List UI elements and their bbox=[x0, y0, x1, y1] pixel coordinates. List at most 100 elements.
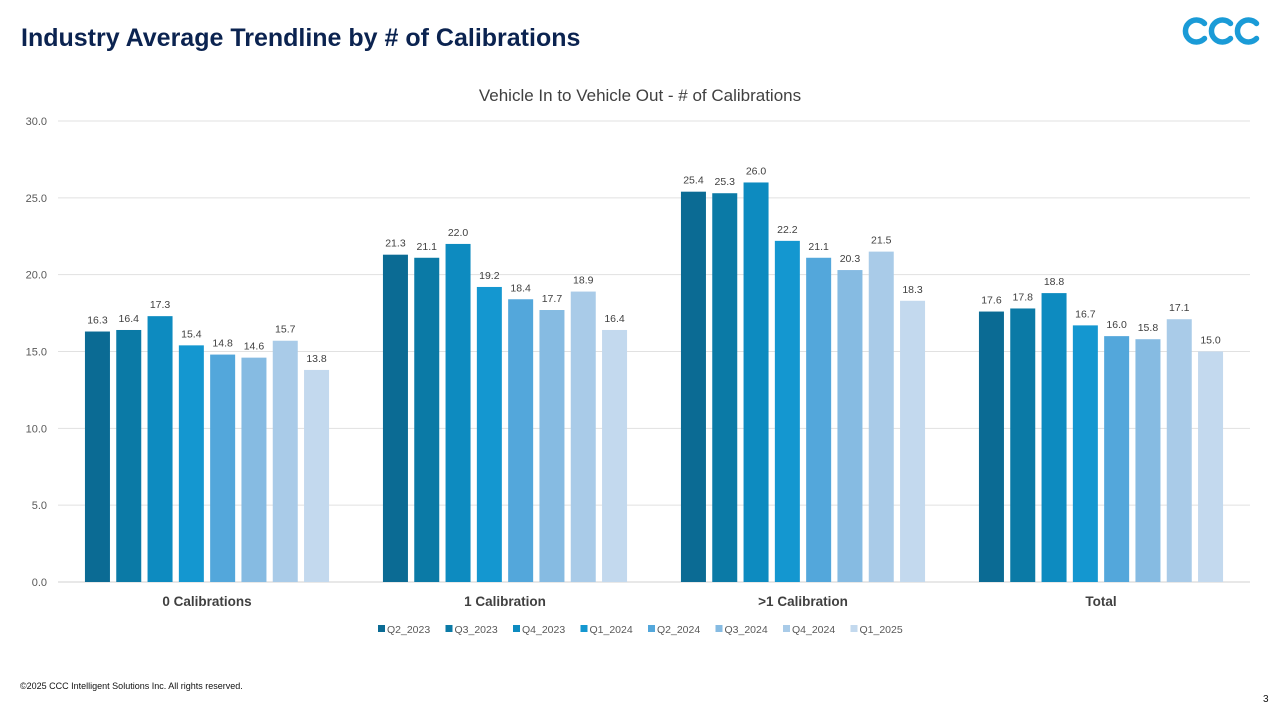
data-label: 17.7 bbox=[542, 293, 563, 305]
legend-swatch bbox=[378, 625, 385, 632]
data-label: 17.1 bbox=[1169, 302, 1190, 314]
bar bbox=[414, 257, 440, 582]
y-tick-label: 20.0 bbox=[26, 270, 47, 282]
bar bbox=[1041, 293, 1067, 582]
legend-label: Q3_2024 bbox=[725, 624, 768, 636]
x-tick-label: >1 Calibration bbox=[758, 594, 848, 609]
data-label: 18.4 bbox=[510, 282, 531, 294]
legend-item: Q3_2024 bbox=[715, 624, 768, 636]
legend-swatch bbox=[648, 625, 655, 632]
gridlines bbox=[58, 120, 1250, 583]
bar bbox=[680, 191, 706, 583]
legend-swatch bbox=[783, 625, 790, 632]
bar bbox=[539, 310, 565, 582]
legend-item: Q2_2024 bbox=[648, 624, 700, 636]
data-label: 26.0 bbox=[746, 165, 767, 177]
data-label: 18.3 bbox=[902, 284, 923, 296]
data-label: 21.5 bbox=[871, 235, 892, 247]
y-tick-label: 25.0 bbox=[26, 193, 47, 205]
bar bbox=[476, 286, 502, 582]
legend-item: Q3_2023 bbox=[445, 624, 498, 636]
data-label: 17.3 bbox=[150, 299, 171, 311]
data-label: 14.8 bbox=[212, 338, 233, 350]
legend-swatch bbox=[580, 625, 588, 632]
data-label: 22.2 bbox=[777, 224, 798, 236]
legend-label: Q4_2024 bbox=[792, 624, 835, 636]
bar bbox=[837, 270, 863, 582]
data-label: 16.3 bbox=[87, 315, 108, 327]
bar bbox=[602, 329, 628, 582]
y-tick-label: 5.0 bbox=[32, 500, 47, 512]
bar bbox=[868, 251, 894, 582]
data-label: 18.8 bbox=[1044, 276, 1065, 288]
legend-label: Q4_2023 bbox=[522, 624, 565, 636]
data-labels: 16.3 16.4 17.3 15.4 14.8 14.6 15.7 13.8 21.3 21.1… bbox=[87, 165, 1221, 364]
data-label: 15.8 bbox=[1138, 322, 1159, 334]
legend-label: Q2_2024 bbox=[657, 624, 700, 636]
legend-item: Q4_2023 bbox=[513, 624, 565, 636]
chart-title: Vehicle In to Vehicle Out - # of Calibra… bbox=[479, 86, 801, 105]
y-tick-label: 15.0 bbox=[26, 347, 47, 359]
legend-label: Q1_2024 bbox=[590, 624, 633, 636]
legend-label: Q3_2023 bbox=[455, 624, 498, 636]
legend-swatch bbox=[513, 625, 520, 632]
bar bbox=[241, 357, 267, 582]
y-axis-ticks: 0.0 5.0 10.0 15.0 20.0 25.0 30.0 bbox=[26, 116, 47, 589]
bar bbox=[304, 369, 330, 582]
bar bbox=[1135, 339, 1161, 582]
data-label: 22.0 bbox=[448, 227, 469, 239]
legend-swatch bbox=[445, 625, 453, 632]
data-label: 15.0 bbox=[1200, 335, 1221, 347]
data-label: 19.2 bbox=[479, 270, 500, 282]
bar bbox=[900, 300, 926, 582]
bar bbox=[743, 182, 769, 582]
data-label: 15.7 bbox=[275, 324, 296, 336]
legend-label: Q1_2025 bbox=[860, 624, 903, 636]
bar bbox=[116, 329, 142, 582]
bar bbox=[147, 316, 173, 582]
bar bbox=[806, 257, 832, 582]
y-tick-label: 30.0 bbox=[26, 116, 47, 128]
bar bbox=[508, 299, 534, 582]
bar bbox=[210, 354, 236, 582]
data-label: 17.6 bbox=[981, 295, 1002, 307]
legend-swatch bbox=[715, 625, 723, 632]
y-tick-label: 0.0 bbox=[32, 577, 47, 589]
legend-item: Q4_2024 bbox=[783, 624, 835, 636]
bar bbox=[1104, 336, 1130, 582]
y-tick-label: 10.0 bbox=[26, 423, 47, 435]
bar bbox=[1010, 308, 1036, 582]
data-label: 15.4 bbox=[181, 328, 202, 340]
page-number: 3 bbox=[1263, 694, 1269, 705]
bar bbox=[570, 291, 596, 582]
data-label: 25.4 bbox=[683, 175, 704, 187]
data-label: 18.9 bbox=[573, 275, 594, 287]
bar bbox=[712, 193, 738, 582]
legend-label: Q2_2023 bbox=[387, 624, 430, 636]
data-label: 21.3 bbox=[385, 238, 406, 250]
page-title: Industry Average Trendline by # of Calib… bbox=[21, 24, 581, 52]
x-axis-labels: 0 Calibrations 1 Calibration >1 Calibratio… bbox=[162, 594, 1116, 609]
data-label: 16.7 bbox=[1075, 308, 1096, 320]
ccc-logo bbox=[1182, 17, 1260, 45]
data-label: 20.3 bbox=[840, 253, 861, 265]
legend-swatch bbox=[850, 625, 858, 632]
data-label: 16.4 bbox=[604, 313, 625, 325]
bar bbox=[1166, 319, 1192, 582]
bars bbox=[84, 182, 1224, 583]
data-label: 21.1 bbox=[808, 241, 829, 253]
bar bbox=[382, 254, 408, 582]
x-tick-label: 1 Calibration bbox=[464, 594, 546, 609]
bar bbox=[774, 240, 800, 583]
legend-item: Q1_2024 bbox=[580, 624, 633, 636]
copyright-footer: ©2025 CCC Intelligent Solutions Inc. All… bbox=[20, 681, 243, 691]
data-label: 16.0 bbox=[1106, 319, 1127, 331]
bar bbox=[272, 340, 298, 582]
bar bbox=[178, 345, 204, 582]
legend-item: Q1_2025 bbox=[850, 624, 903, 636]
bar bbox=[978, 311, 1004, 582]
data-label: 14.6 bbox=[244, 341, 265, 353]
x-tick-label: Total bbox=[1085, 594, 1116, 609]
bar bbox=[1072, 325, 1098, 582]
